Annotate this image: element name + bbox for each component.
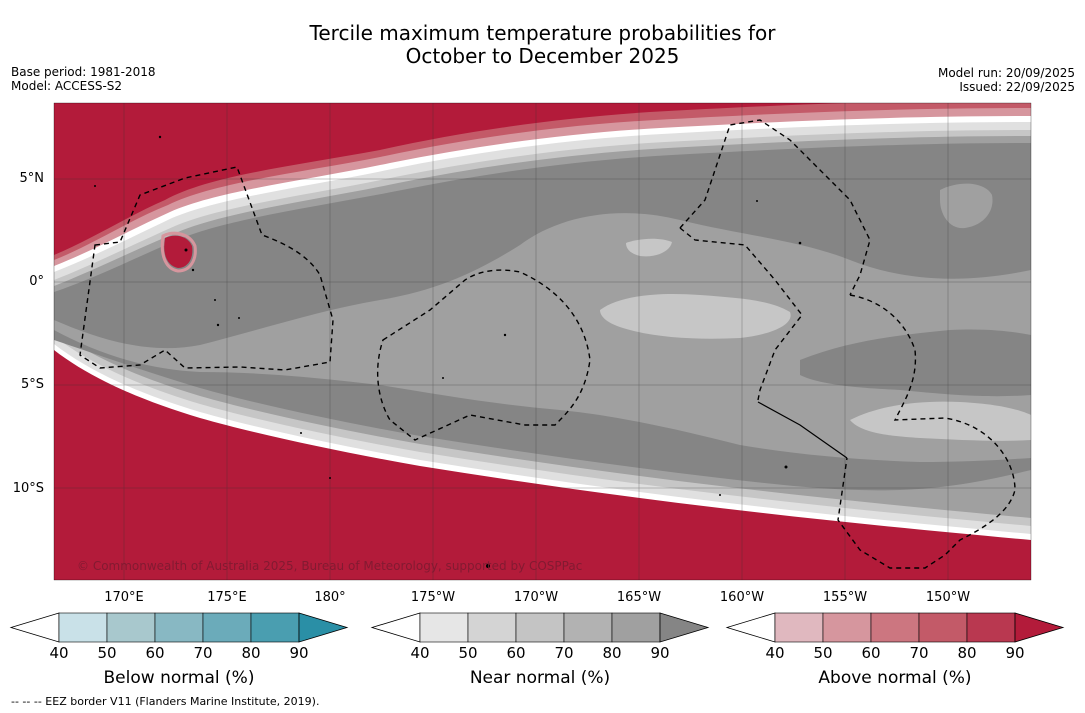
title-line-2: October to December 2025 <box>405 44 680 68</box>
colorbar-above-left-cap <box>725 612 776 643</box>
copyright-notice: © Commonwealth of Australia 2025, Bureau… <box>77 559 583 573</box>
map-title: Tercile maximum temperature probabilitie… <box>0 22 1085 68</box>
near-normal-80-north <box>54 143 1031 349</box>
colorbar-above-segment-2 <box>870 612 920 643</box>
colorbar-near-tick: 70 <box>554 644 574 662</box>
colorbar-near <box>370 612 710 643</box>
colorbar-above-segment-4 <box>966 612 1016 643</box>
near-normal-80-south <box>54 330 1031 491</box>
colorbar-near-segment-0 <box>419 612 469 643</box>
colorbar-above <box>725 612 1065 643</box>
colorbar-near-segment-4 <box>611 612 661 643</box>
graticule <box>54 103 1031 580</box>
colorbar-near-tick: 40 <box>410 644 430 662</box>
lon-label-180: 180° <box>314 590 346 605</box>
colorbar-near-tick: 80 <box>602 644 622 662</box>
near-normal-60-patch-1 <box>600 293 791 339</box>
colorbar-below-left-cap <box>9 612 60 643</box>
colorbar-below-tick: 70 <box>193 644 213 662</box>
near-normal-70-patch-east <box>940 183 993 229</box>
colorbar-below-tick: 50 <box>97 644 117 662</box>
colorbar-near-title: Near normal (%) <box>469 668 611 688</box>
colorbar-above-tick: 40 <box>765 644 785 662</box>
colorbar-below-segment-4 <box>250 612 300 643</box>
colorbar-below-right-cap <box>298 612 349 643</box>
colorbar-near-segment-2 <box>515 612 565 643</box>
lon-label-160w: 160°W <box>719 590 765 605</box>
lon-label-175w: 175°W <box>410 590 456 605</box>
colorbar-above-tick: 80 <box>957 644 977 662</box>
colorbar-below <box>9 612 349 643</box>
lon-label-150w: 150°W <box>925 590 971 605</box>
colorbar-above-segment-1 <box>822 612 872 643</box>
colorbar-above-segment-0 <box>774 612 824 643</box>
lon-label-175e: 175°E <box>207 590 247 605</box>
colorbar-below-segment-0 <box>58 612 108 643</box>
lon-label-165w: 165°W <box>616 590 662 605</box>
colorbar-below-segment-3 <box>202 612 252 643</box>
meta-right: Model run: 20/09/2025 Issued: 22/09/2025 <box>938 66 1075 94</box>
colorbar-near-tick: 90 <box>650 644 670 662</box>
islands <box>94 135 802 568</box>
colorbar-near-tick: 60 <box>506 644 526 662</box>
colorbar-below-tick: 60 <box>145 644 165 662</box>
eez-border-solid <box>757 401 848 459</box>
lon-label-170w: 170°W <box>513 590 559 605</box>
issued-date: Issued: 22/09/2025 <box>959 80 1075 94</box>
colorbar-above-title: Above normal (%) <box>818 668 972 688</box>
colorbar-above-tick: 90 <box>1005 644 1025 662</box>
colorbar-below-tick: 90 <box>289 644 309 662</box>
lon-label-170e: 170°E <box>104 590 144 605</box>
colorbar-below-segment-2 <box>154 612 204 643</box>
colorbar-near-segment-3 <box>563 612 613 643</box>
eez-borders <box>79 119 1016 569</box>
near-normal-60-patch-3 <box>850 401 1031 441</box>
lat-label-10s: 10°S <box>12 481 44 496</box>
lat-label-5s: 5°S <box>20 377 44 392</box>
colorbar-below-segment-1 <box>106 612 156 643</box>
near-normal-60-patch-2 <box>626 238 672 257</box>
lon-label-155w: 155°W <box>822 590 868 605</box>
meta-left: Base period: 1981-2018 Model: ACCESS-S2 <box>11 65 156 93</box>
colorbar-near-right-cap <box>659 612 710 643</box>
colorbar-near-segment-1 <box>467 612 517 643</box>
map-frame <box>53 102 1032 581</box>
colorbar-near-left-cap <box>370 612 421 643</box>
base-period: Base period: 1981-2018 <box>11 65 156 79</box>
colorbar-below-tick: 80 <box>241 644 261 662</box>
model-run: Model run: 20/09/2025 <box>937 66 1075 80</box>
warm-blob <box>164 235 193 268</box>
lat-label-0: 0° <box>29 274 44 289</box>
model-name: Model: ACCESS-S2 <box>11 79 123 93</box>
colorbar-below-tick: 40 <box>49 644 69 662</box>
lat-label-5n: 5°N <box>19 171 45 186</box>
colorbar-above-right-cap <box>1014 612 1065 643</box>
colorbar-above-tick: 70 <box>909 644 929 662</box>
colorbar-above-tick: 50 <box>813 644 833 662</box>
colorbar-near-tick: 50 <box>458 644 478 662</box>
title-line-1: Tercile maximum temperature probabilitie… <box>309 21 776 45</box>
band-south-1 <box>54 330 1031 580</box>
eez-footnote: -- -- -- EEZ border V11 (Flanders Marine… <box>11 695 320 708</box>
colorbar-below-title: Below normal (%) <box>103 668 255 688</box>
colorbar-above-tick: 60 <box>861 644 881 662</box>
warm-blob-halo <box>160 231 197 273</box>
colorbar-above-segment-3 <box>918 612 968 643</box>
